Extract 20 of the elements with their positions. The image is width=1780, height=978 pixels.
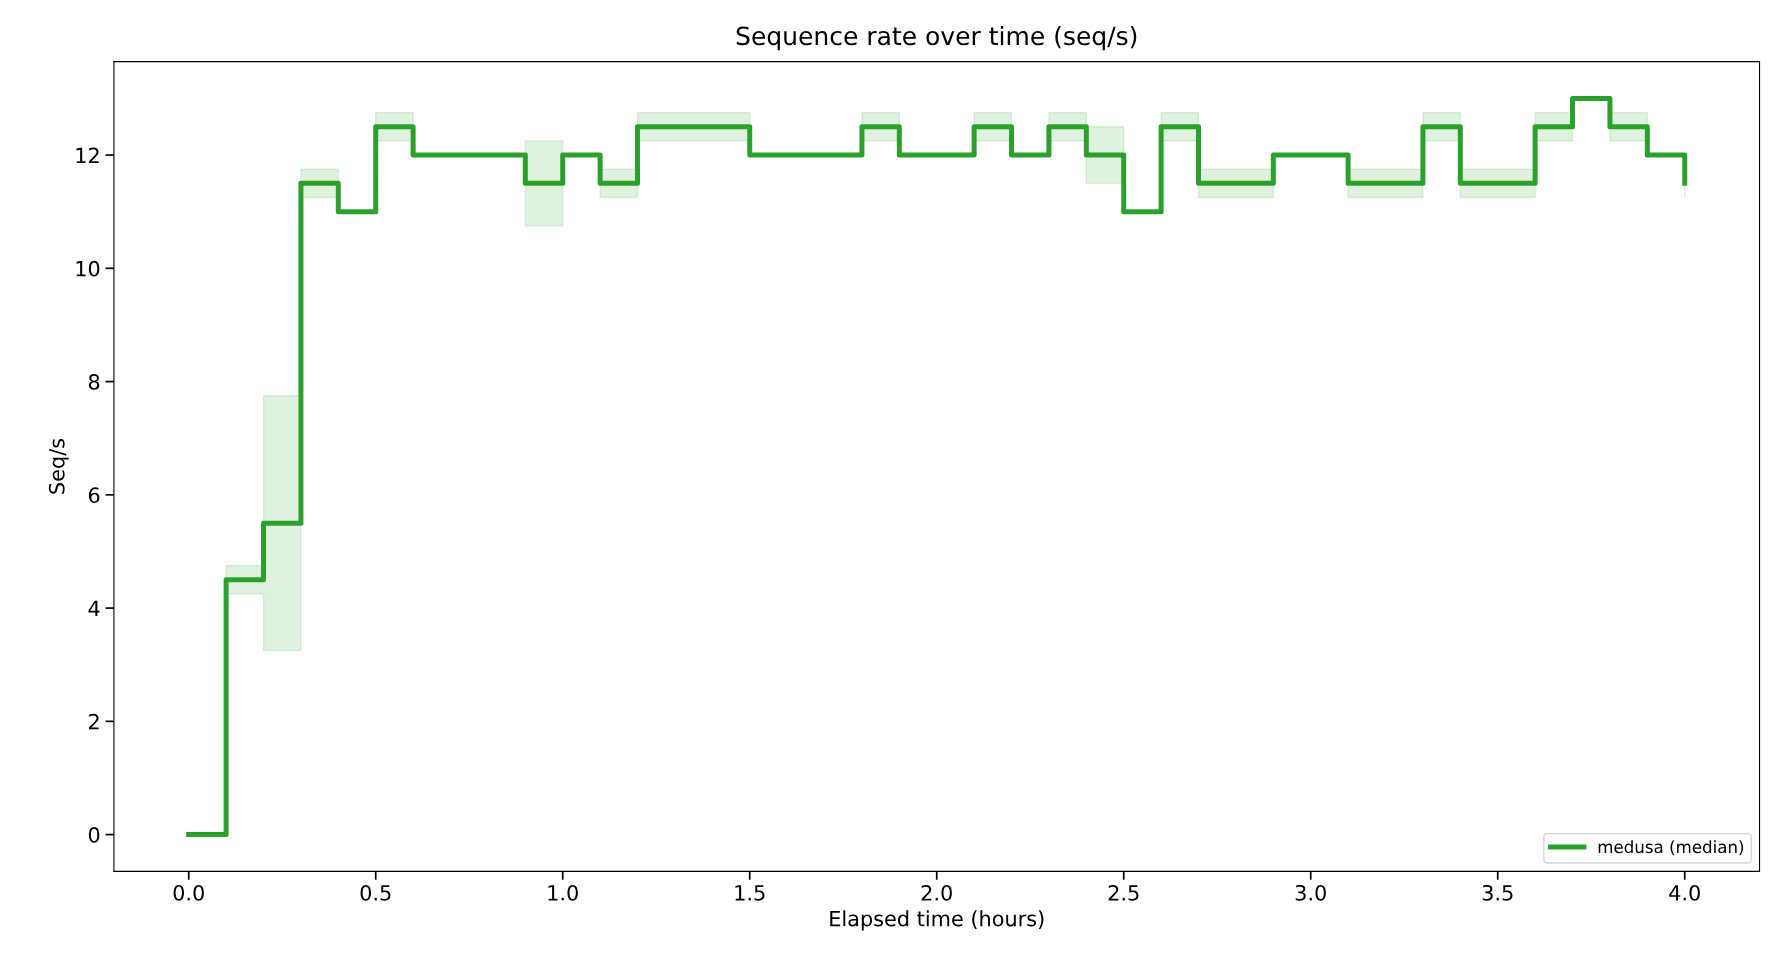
chart-title: Sequence rate over time (seq/s) <box>736 25 1137 51</box>
y-tick-label: 0 <box>88 827 100 843</box>
legend-label: medusa (median) <box>1598 840 1744 856</box>
y-tick-label: 8 <box>88 374 100 390</box>
y-tick-label: 12 <box>76 147 99 163</box>
x-tick-label: 4.0 <box>1669 884 1700 901</box>
x-tick-label: 1.5 <box>735 885 765 901</box>
y-tick-label: 6 <box>88 487 100 504</box>
x-tick-label: 0.0 <box>173 884 204 901</box>
y-tick-label: 2 <box>89 713 99 730</box>
x-tick-label: 3.0 <box>1295 884 1326 901</box>
x-tick-label: 1.0 <box>548 884 578 901</box>
x-tick-label: 3.5 <box>1482 884 1513 901</box>
y-axis-title: Seq/s <box>48 438 69 494</box>
y-tick-label: 10 <box>76 260 100 277</box>
x-tick-label: 2.5 <box>1108 884 1139 901</box>
y-tick-label: 4 <box>88 600 100 616</box>
x-axis-title: Elapsed time (hours) <box>830 910 1044 931</box>
x-tick-label: 0.5 <box>360 884 391 901</box>
x-tick-label: 2.0 <box>921 884 952 901</box>
